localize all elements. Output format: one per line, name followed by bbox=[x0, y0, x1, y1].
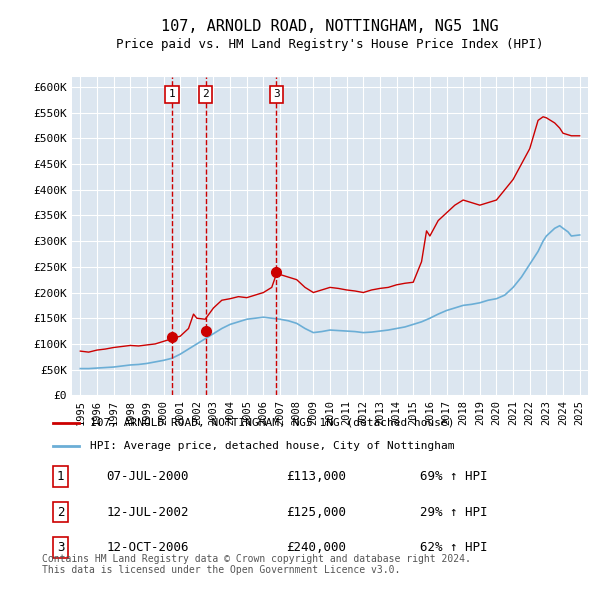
Text: 12-OCT-2006: 12-OCT-2006 bbox=[106, 541, 189, 554]
Text: 3: 3 bbox=[57, 541, 64, 554]
Text: HPI: Average price, detached house, City of Nottingham: HPI: Average price, detached house, City… bbox=[89, 441, 454, 451]
Text: 3: 3 bbox=[273, 89, 280, 99]
Text: Price paid vs. HM Land Registry's House Price Index (HPI): Price paid vs. HM Land Registry's House … bbox=[116, 38, 544, 51]
Text: 107, ARNOLD ROAD, NOTTINGHAM, NG5 1NG (detached house): 107, ARNOLD ROAD, NOTTINGHAM, NG5 1NG (d… bbox=[89, 418, 454, 428]
Text: 1: 1 bbox=[57, 470, 64, 483]
Text: 69% ↑ HPI: 69% ↑ HPI bbox=[420, 470, 488, 483]
Text: 12-JUL-2002: 12-JUL-2002 bbox=[106, 506, 189, 519]
Text: Contains HM Land Registry data © Crown copyright and database right 2024.
This d: Contains HM Land Registry data © Crown c… bbox=[42, 553, 471, 575]
Text: £240,000: £240,000 bbox=[287, 541, 347, 554]
Text: 29% ↑ HPI: 29% ↑ HPI bbox=[420, 506, 488, 519]
Text: £113,000: £113,000 bbox=[287, 470, 347, 483]
Text: 2: 2 bbox=[202, 89, 209, 99]
Text: 62% ↑ HPI: 62% ↑ HPI bbox=[420, 541, 488, 554]
Text: 1: 1 bbox=[169, 89, 176, 99]
Text: 107, ARNOLD ROAD, NOTTINGHAM, NG5 1NG: 107, ARNOLD ROAD, NOTTINGHAM, NG5 1NG bbox=[161, 19, 499, 34]
Text: 2: 2 bbox=[57, 506, 64, 519]
Text: 07-JUL-2000: 07-JUL-2000 bbox=[106, 470, 189, 483]
Text: £125,000: £125,000 bbox=[287, 506, 347, 519]
